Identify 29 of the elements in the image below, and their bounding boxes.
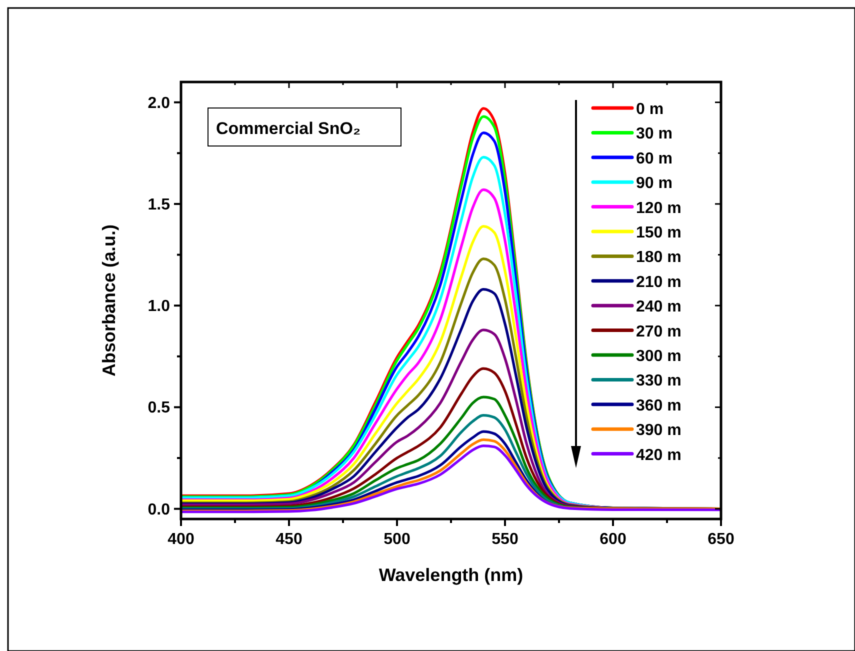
legend-label: 120 m [636, 200, 682, 217]
legend-label: 180 m [636, 249, 682, 266]
y-tick-label: 1.5 [148, 196, 170, 214]
legend-label: 0 m [636, 101, 664, 118]
x-tick-label: 650 [708, 531, 734, 548]
legend-label: 150 m [636, 224, 682, 242]
legend-label: 90 m [636, 175, 672, 192]
x-tick-label: 500 [384, 531, 410, 548]
legend-label: 420 m [636, 446, 682, 464]
legend-label: 210 m [636, 274, 682, 291]
legend-label: 360 m [636, 397, 682, 414]
x-tick-label: 550 [492, 531, 518, 548]
annotation: Commercial SnO₂ [216, 119, 361, 138]
legend-label: 300 m [636, 348, 682, 365]
legend-label: 390 m [636, 422, 682, 440]
legend-label: 330 m [636, 372, 682, 390]
y-tick-label: 0.5 [148, 400, 170, 417]
x-tick-label: 600 [600, 531, 626, 548]
legend-label: 30 m [636, 126, 672, 143]
y-tick-label: 1.0 [148, 298, 170, 316]
legend-label: 60 m [636, 150, 672, 168]
x-tick-label: 400 [168, 531, 194, 548]
legend-label: 240 m [636, 298, 682, 316]
x-axis-title: Wavelength (nm) [378, 565, 524, 585]
x-tick-label: 450 [276, 531, 302, 548]
y-axis-title: Absorbance (a.u.) [99, 224, 119, 377]
y-tick-label: 0.0 [148, 501, 170, 518]
legend-label: 270 m [636, 323, 682, 340]
y-tick-label: 2.0 [148, 94, 170, 112]
